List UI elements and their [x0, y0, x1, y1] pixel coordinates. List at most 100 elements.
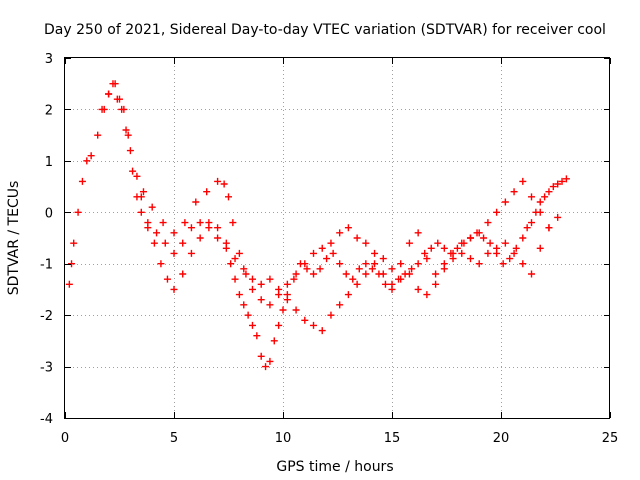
data-point-track-c	[144, 219, 152, 227]
data-point-track-a	[65, 280, 73, 288]
data-point-track-b	[362, 239, 370, 247]
data-point-track-c	[275, 285, 283, 293]
data-point-track-a	[362, 260, 370, 268]
data-point-track-b	[266, 301, 274, 309]
data-point-track-a	[408, 265, 416, 273]
data-point-track-c	[257, 280, 265, 288]
data-point-track-a	[70, 239, 78, 247]
data-point-track-a	[257, 352, 265, 360]
data-points	[65, 80, 570, 371]
data-point-track-b	[379, 255, 387, 263]
y-tick-label: -4	[40, 412, 53, 427]
data-point-track-b	[310, 249, 318, 257]
data-point-track-b	[214, 177, 222, 185]
data-point-track-a	[421, 249, 429, 257]
data-point-track-c	[510, 249, 518, 257]
data-point-track-c	[214, 224, 222, 232]
data-point-track-b	[170, 229, 178, 237]
data-point-track-b	[353, 234, 361, 242]
data-point-track-a	[368, 265, 376, 273]
data-point-track-a	[170, 249, 178, 257]
x-axis-label: GPS time / hours	[276, 459, 393, 475]
data-point-track-c	[157, 260, 165, 268]
data-point-track-a	[137, 208, 145, 216]
data-point-track-b	[283, 280, 291, 288]
data-point-track-a	[480, 234, 488, 242]
data-point-track-b	[528, 193, 536, 201]
data-point-track-a	[336, 260, 344, 268]
data-point-track-a	[512, 244, 520, 252]
data-point-track-b	[519, 177, 527, 185]
data-point-track-c	[301, 316, 309, 324]
data-point-track-c	[423, 291, 431, 299]
y-tick-label: -2	[40, 309, 53, 324]
data-point-track-b	[192, 198, 200, 206]
data-point-track-a	[129, 167, 137, 175]
data-point-track-b	[414, 229, 422, 237]
data-point-track-c	[371, 260, 379, 268]
data-point-track-a	[94, 131, 102, 139]
data-point-track-c	[318, 327, 326, 335]
data-point-track-c	[266, 275, 274, 283]
data-point-track-c	[458, 249, 466, 257]
data-point-track-a	[519, 234, 527, 242]
data-point-track-b	[475, 229, 483, 237]
data-point-track-b	[301, 260, 309, 268]
data-point-track-a	[78, 177, 86, 185]
data-point-track-b	[432, 270, 440, 278]
data-point-track-b	[397, 260, 405, 268]
x-tick-label: 5	[170, 431, 178, 446]
data-point-track-a	[499, 260, 507, 268]
data-point-track-b	[484, 219, 492, 227]
data-point-track-a	[196, 219, 204, 227]
data-point-track-c	[292, 306, 300, 314]
data-point-track-c	[545, 224, 553, 232]
data-point-track-b	[536, 208, 544, 216]
data-point-track-c	[170, 285, 178, 293]
data-point-track-a	[545, 188, 553, 196]
data-point-track-b	[181, 219, 189, 227]
data-point-track-a	[214, 234, 222, 242]
data-point-track-c	[475, 260, 483, 268]
data-point-track-c	[353, 280, 361, 288]
data-point-track-b	[242, 270, 250, 278]
grid	[65, 58, 610, 418]
data-point-track-b	[220, 180, 228, 188]
data-point-track-c	[519, 260, 527, 268]
data-point-track-c	[231, 255, 239, 263]
data-point-track-b	[466, 234, 474, 242]
data-point-track-a	[270, 337, 278, 345]
data-point-track-b	[388, 265, 396, 273]
data-point-track-a	[240, 301, 248, 309]
x-tick-label: 10	[275, 431, 292, 446]
data-point-track-a	[235, 291, 243, 299]
data-point-track-b	[229, 219, 237, 227]
data-point-track-b	[100, 105, 108, 113]
data-point-track-b	[257, 296, 265, 304]
data-point-track-b	[126, 147, 134, 155]
data-point-track-b	[292, 270, 300, 278]
data-point-track-a	[124, 131, 132, 139]
data-point-track-a	[231, 275, 239, 283]
data-point-track-a	[434, 239, 442, 247]
data-point-track-a	[279, 306, 287, 314]
data-point-track-b	[105, 90, 113, 98]
data-point-track-c	[432, 280, 440, 288]
data-point-track-c	[222, 239, 230, 247]
data-point-track-b	[458, 239, 466, 247]
data-point-track-a	[244, 311, 252, 319]
data-point-track-a	[414, 260, 422, 268]
data-point-track-b	[139, 188, 147, 196]
data-point-track-b	[493, 208, 501, 216]
data-point-track-c	[484, 249, 492, 257]
data-point-track-a	[528, 219, 536, 227]
data-point-track-c	[554, 213, 562, 221]
data-point-track-a	[68, 260, 76, 268]
data-point-track-a	[349, 275, 357, 283]
data-point-track-a	[554, 180, 562, 188]
data-point-track-c	[536, 244, 544, 252]
data-point-track-b	[248, 285, 256, 293]
data-point-track-b	[510, 188, 518, 196]
data-point-track-a	[179, 239, 187, 247]
data-point-track-a	[562, 175, 570, 183]
